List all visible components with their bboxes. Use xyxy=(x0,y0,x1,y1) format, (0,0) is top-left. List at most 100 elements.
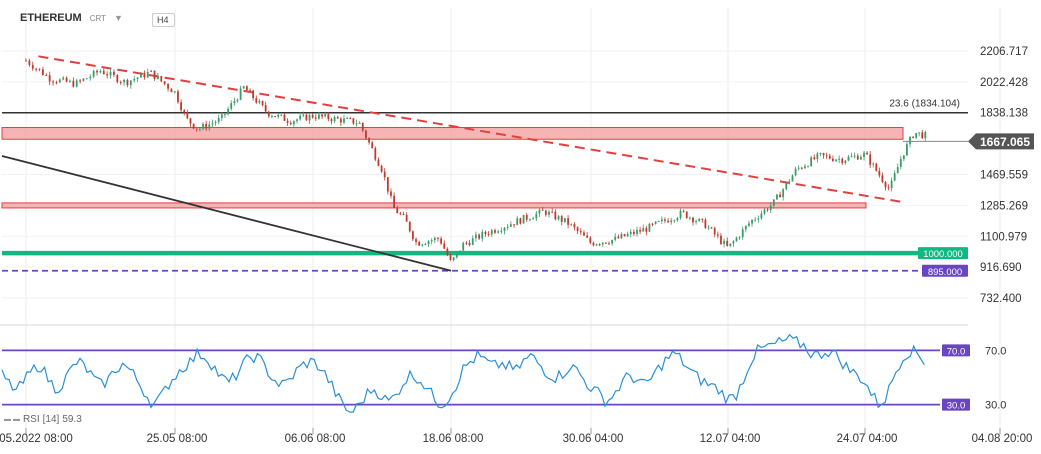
candle-body xyxy=(660,219,663,222)
candle xyxy=(626,231,629,237)
candle-body xyxy=(698,218,701,222)
candle xyxy=(887,184,890,191)
candle xyxy=(446,247,449,257)
candle xyxy=(116,73,119,84)
candle xyxy=(35,67,38,72)
resistance-zone xyxy=(1,202,867,209)
candle xyxy=(89,74,92,81)
candle xyxy=(651,222,654,227)
candle-body xyxy=(819,153,822,155)
candle xyxy=(102,68,105,75)
candle-body xyxy=(816,153,819,160)
candle xyxy=(636,226,638,237)
candle xyxy=(365,129,367,140)
candle-body xyxy=(890,180,893,189)
candle xyxy=(532,216,535,220)
candle xyxy=(841,157,844,166)
candle xyxy=(478,233,480,241)
candle xyxy=(55,80,58,85)
candle xyxy=(513,224,515,228)
timeframe-selector[interactable]: H4 xyxy=(152,13,175,27)
candle xyxy=(205,120,208,131)
candle xyxy=(583,230,585,236)
candle-body xyxy=(648,223,651,232)
candle xyxy=(664,217,666,224)
candle-body xyxy=(509,224,512,227)
candle xyxy=(280,114,283,117)
candle-body xyxy=(129,80,132,86)
candle xyxy=(850,152,853,158)
candle-body xyxy=(732,241,735,244)
candle xyxy=(421,243,424,247)
candle-body xyxy=(339,118,342,123)
candle-body xyxy=(554,211,557,220)
candle-body xyxy=(782,189,785,198)
candle-body xyxy=(136,77,139,80)
candle xyxy=(106,71,109,79)
rsi-series-line xyxy=(1,333,925,413)
candle-body xyxy=(735,237,738,242)
candle-body xyxy=(365,130,367,139)
candle xyxy=(258,98,261,105)
candle-body xyxy=(157,76,159,79)
candle xyxy=(274,116,276,118)
candle xyxy=(283,113,286,122)
candle xyxy=(42,66,44,76)
candle-body xyxy=(682,210,685,212)
candle-body xyxy=(31,64,34,69)
symbol-name[interactable]: ETHEREUM xyxy=(20,12,82,24)
candle-body xyxy=(800,167,803,169)
candle xyxy=(763,208,766,216)
candle-body xyxy=(455,252,458,258)
candle-body xyxy=(58,79,61,83)
candle-body xyxy=(72,80,75,87)
candle xyxy=(314,114,317,122)
x-tick-label: 12.07 04:00 xyxy=(700,433,761,445)
candle xyxy=(202,121,204,131)
candle-body xyxy=(424,244,427,246)
candle xyxy=(522,214,525,224)
candle xyxy=(872,162,875,168)
candle xyxy=(211,119,214,128)
x-tick-label: 18.06 08:00 xyxy=(423,433,484,445)
candle xyxy=(31,61,34,71)
candle-body xyxy=(797,167,800,169)
candle xyxy=(133,75,136,83)
candle-body xyxy=(459,250,461,253)
candle xyxy=(129,80,132,89)
candle-body xyxy=(318,114,320,119)
candle-body xyxy=(804,166,806,169)
candle-body xyxy=(475,234,477,239)
chevron-down-icon[interactable]: ▼ xyxy=(114,13,123,23)
candle-body xyxy=(567,218,569,225)
candle-body xyxy=(623,234,626,237)
indicator-settings-icon[interactable]: ▬ ▬ xyxy=(4,416,20,423)
candle-body xyxy=(822,153,825,156)
candle-body xyxy=(102,70,105,75)
fibonacci-level-label: 23.6 (1834.104) xyxy=(889,99,960,110)
candle xyxy=(853,152,856,159)
candle-body xyxy=(544,210,547,215)
candle-body xyxy=(183,110,186,113)
candle xyxy=(163,81,166,86)
candle xyxy=(183,109,186,116)
candle xyxy=(785,182,788,191)
candle xyxy=(893,170,896,182)
candle xyxy=(541,207,544,211)
candle xyxy=(782,188,785,201)
trendlines xyxy=(1,55,904,272)
candle xyxy=(629,229,632,238)
rsi-axis-label: 30.0 xyxy=(985,400,1006,412)
candle-body xyxy=(65,77,68,82)
candle xyxy=(371,140,374,149)
candle-body xyxy=(252,90,255,99)
candle xyxy=(726,237,729,247)
candle xyxy=(494,228,496,235)
candle xyxy=(564,218,566,224)
candle-body xyxy=(478,234,480,239)
candle-body xyxy=(548,211,550,215)
candle xyxy=(377,157,380,167)
candle-body xyxy=(96,70,98,73)
candle-body xyxy=(277,114,280,117)
